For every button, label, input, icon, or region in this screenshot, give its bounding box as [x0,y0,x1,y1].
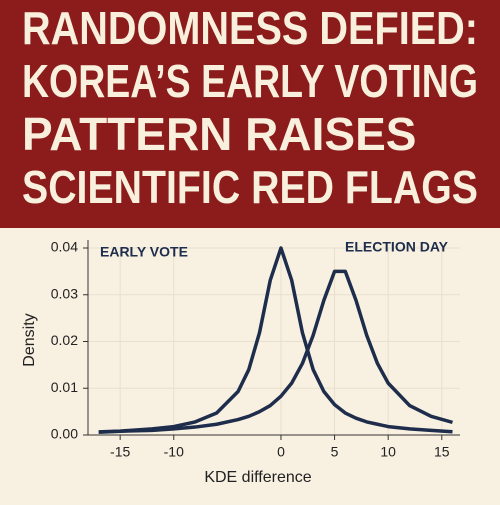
chart-title: PATTERN RAISES [22,108,416,160]
chart-title: SCIENTIFIC RED FLAGS [22,161,478,213]
line-series [98,246,453,434]
y-axis-label: Density [21,313,38,366]
chart-title: RANDOMNESS DEFIED: [22,2,478,54]
y-tick-label: 0.03 [51,285,78,301]
x-axis-label: KDE difference [204,469,311,486]
y-tick-label: 0.02 [51,332,78,348]
y-tick-label: 0.01 [51,379,78,395]
x-tick-label: -15 [110,444,130,460]
series-label: EARLY VOTE [100,244,188,260]
series-label: ELECTION DAY [345,239,449,255]
x-tick-label: 0 [277,444,285,460]
x-tick-label: 5 [331,444,339,460]
x-tick-label: -10 [164,444,184,460]
line-series [98,269,453,434]
x-tick-label: 15 [434,444,450,460]
x-tick-label: 10 [380,444,396,460]
chart-title: KOREA’S EARLY VOTING [22,55,478,107]
y-tick-label: 0.04 [51,239,78,255]
title-banner [0,0,500,228]
y-tick-label: 0.00 [51,426,78,442]
